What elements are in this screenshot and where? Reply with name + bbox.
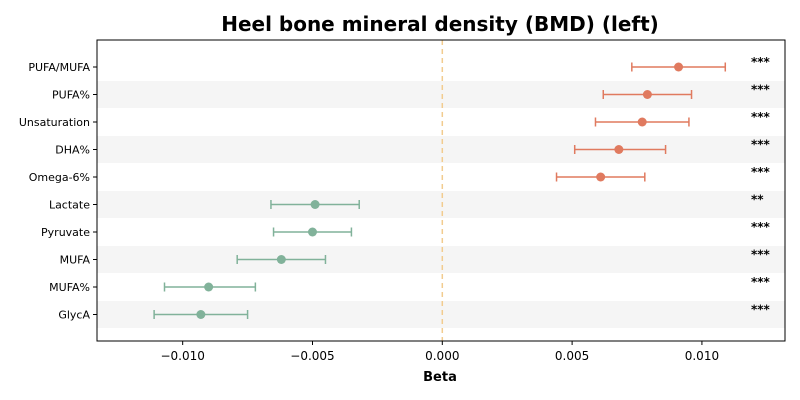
significance-label: *** xyxy=(751,303,771,317)
y-tick-label: Omega-6% xyxy=(29,171,90,184)
significance-labels: ***************************** xyxy=(751,55,771,317)
plot-frame xyxy=(96,39,786,342)
y-tick-label: Unsaturation xyxy=(19,116,90,129)
beta-point xyxy=(196,310,206,319)
y-tick-label: Pyruvate xyxy=(41,226,90,239)
beta-point xyxy=(204,282,214,292)
significance-label: *** xyxy=(751,248,771,262)
y-axis-labels: PUFA/MUFA PUFA% Unsaturation DHA% Omega-6% La… xyxy=(19,61,97,322)
x-tick-label: 0.010 xyxy=(685,349,719,363)
beta-point xyxy=(614,145,624,154)
y-tick-label: MUFA xyxy=(60,254,91,267)
y-tick-label: PUFA/MUFA xyxy=(28,61,90,74)
row-bands xyxy=(97,81,785,328)
significance-label: *** xyxy=(751,138,771,152)
row-band xyxy=(97,136,785,163)
beta-point xyxy=(307,227,317,237)
beta-point xyxy=(310,200,320,209)
x-tick-label: 0.005 xyxy=(555,349,589,363)
beta-point xyxy=(276,255,286,264)
significance-label: *** xyxy=(751,110,771,124)
x-tick-label: −0.010 xyxy=(160,349,204,363)
y-tick-label: DHA% xyxy=(55,144,90,157)
y-tick-label: MUFA% xyxy=(49,281,90,294)
significance-label: ** xyxy=(751,193,764,207)
row-band xyxy=(97,246,785,273)
y-tick-label: GlycA xyxy=(58,309,90,322)
data-marks xyxy=(153,62,727,319)
chart-title: Heel bone mineral density (BMD) (left) xyxy=(221,12,659,36)
y-tick-label: PUFA% xyxy=(52,89,90,102)
significance-label: *** xyxy=(751,55,771,69)
y-tick-label: Lactate xyxy=(49,199,90,212)
beta-point xyxy=(596,172,606,182)
x-tick-label: 0.000 xyxy=(425,349,459,363)
x-tick-label: −0.005 xyxy=(290,349,334,363)
significance-label: *** xyxy=(751,220,771,234)
x-axis-label: Beta xyxy=(423,370,457,385)
significance-label: *** xyxy=(751,83,771,97)
significance-label: *** xyxy=(751,275,771,289)
beta-point xyxy=(642,90,652,99)
beta-point xyxy=(674,62,684,72)
row-band xyxy=(97,191,785,218)
x-axis: −0.010 −0.005 0.000 0.005 0.010 xyxy=(160,341,719,363)
beta-point xyxy=(637,117,647,127)
significance-label: *** xyxy=(751,165,771,179)
